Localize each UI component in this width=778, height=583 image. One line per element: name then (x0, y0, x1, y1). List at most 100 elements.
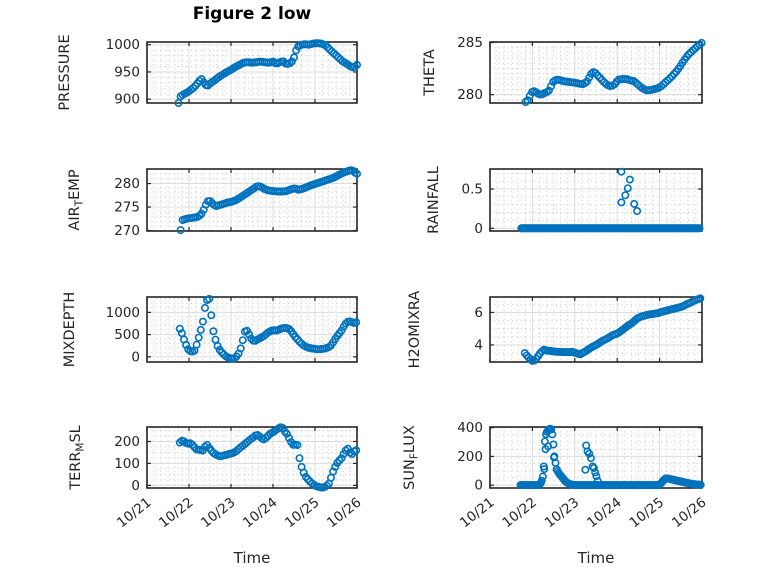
xtick-label: 10/25 (627, 495, 668, 532)
data-point-marker (625, 175, 634, 184)
ytick-label: 285 (457, 35, 483, 51)
ytick-labels: 280 285 (457, 35, 483, 103)
y-axis-label: PRESSURE (57, 34, 73, 110)
data-point-marker (633, 207, 642, 216)
data-point-marker (175, 324, 184, 333)
axis-ticks (146, 297, 358, 362)
data-markers (517, 167, 704, 233)
data-point-marker (548, 430, 557, 439)
ytick-labels: 0 100 200 (114, 434, 140, 494)
data-point-marker (207, 311, 216, 320)
axis-ticks (146, 42, 358, 103)
ytick-label: 200 (114, 434, 140, 450)
ytick-label: 100 (114, 456, 140, 472)
axes-frame (489, 296, 703, 363)
ytick-label: 6 (474, 305, 483, 321)
ytick-label: 4 (474, 337, 483, 353)
data-point-marker (352, 169, 361, 178)
xtick-label: 10/26 (669, 495, 710, 532)
data-point-marker (293, 441, 302, 450)
data-point-marker (343, 444, 352, 453)
minor-grid (490, 42, 702, 103)
data-point-marker (537, 476, 546, 485)
x-axis-label-left: Time (233, 549, 271, 567)
data-point-marker (623, 184, 632, 193)
ytick-labels: 0 200 400 (457, 420, 483, 493)
data-point-marker (211, 335, 220, 344)
data-point-marker (686, 48, 695, 57)
data-point-marker (334, 53, 343, 62)
data-point-marker (323, 43, 332, 52)
data-point-marker (581, 465, 590, 474)
ytick-label: 0 (131, 349, 140, 365)
subplot-pressure: 900 950 1000 PRESSURE (57, 34, 361, 111)
xtick-label: 10/21 (114, 495, 155, 532)
x-axis-label-right: Time (577, 549, 615, 567)
ytick-labels: 00.5 (462, 182, 483, 237)
data-point-marker (621, 191, 630, 200)
ytick-label: 0 (474, 478, 483, 494)
data-point-marker (331, 462, 340, 471)
ytick-label: 0 (131, 478, 140, 494)
data-point-marker (192, 340, 201, 349)
data-point-marker (326, 473, 335, 482)
data-markers (516, 424, 705, 490)
data-markers (175, 423, 361, 492)
data-point-marker (176, 226, 185, 235)
data-point-marker (335, 456, 344, 465)
data-point-marker (205, 294, 214, 303)
ytick-label: 1000 (106, 305, 140, 321)
ytick-labels: 270 275 280 (114, 176, 140, 239)
data-point-marker (593, 477, 602, 486)
y-axis-label: AIRTEMP (67, 169, 86, 230)
axes-frame (146, 168, 358, 232)
data-point-marker (217, 348, 226, 357)
ytick-label: 0 (474, 221, 483, 237)
data-markers (521, 38, 706, 107)
figure-title: Figure 2 low (192, 4, 312, 24)
data-point-marker (595, 73, 604, 82)
data-point-marker (189, 84, 198, 93)
data-point-marker (695, 224, 704, 233)
ytick-label: 400 (457, 420, 483, 436)
y-axis-label: RAINFALL (426, 166, 442, 234)
subplot-rainfall: 00.5 RAINFALL (426, 166, 704, 237)
data-point-marker (198, 446, 207, 455)
subplot-terrmsl: 0 100 200 TERRMSL 10/21 10/22 10/23 10/24 10/25 1… (68, 423, 364, 532)
data-point-marker (236, 344, 245, 353)
xtick-label: 10/24 (584, 495, 625, 532)
data-point-marker (352, 446, 361, 455)
data-point-marker (617, 198, 626, 207)
data-point-marker (547, 425, 556, 434)
data-markers (176, 166, 361, 235)
axes-frame (146, 296, 358, 363)
xtick-label: 10/22 (156, 495, 197, 532)
data-point-marker (630, 199, 639, 208)
ytick-labels: 0 500 1000 (106, 305, 140, 366)
data-point-marker (337, 454, 346, 463)
axis-ticks (146, 427, 358, 488)
y-axis-label: TERRMSL (68, 425, 87, 491)
ytick-label: 270 (114, 223, 140, 239)
data-point-marker (696, 480, 705, 489)
data-point-marker (289, 53, 298, 62)
data-point-marker (352, 60, 361, 69)
data-point-marker (322, 481, 331, 490)
data-point-marker (299, 468, 308, 477)
subplot-sunflux: 0 200 400 SUNFLUX 10/21 10/22 10/23 10/24 10/25 1… (402, 420, 709, 531)
data-markers (520, 294, 705, 365)
ytick-labels: 900 950 1000 (106, 37, 140, 107)
data-point-marker (591, 468, 600, 477)
data-point-marker (592, 472, 601, 481)
axis-ticks (489, 297, 703, 362)
xtick-label: 10/21 (457, 495, 498, 532)
xtick-label: 10/23 (542, 495, 583, 532)
ytick-label: 200 (457, 449, 483, 465)
data-point-marker (586, 454, 595, 463)
data-point-marker (292, 46, 301, 55)
y-axis-label: THETA (422, 49, 438, 97)
ytick-label: 900 (114, 92, 140, 108)
data-point-marker (198, 317, 207, 326)
data-point-marker (295, 454, 304, 463)
